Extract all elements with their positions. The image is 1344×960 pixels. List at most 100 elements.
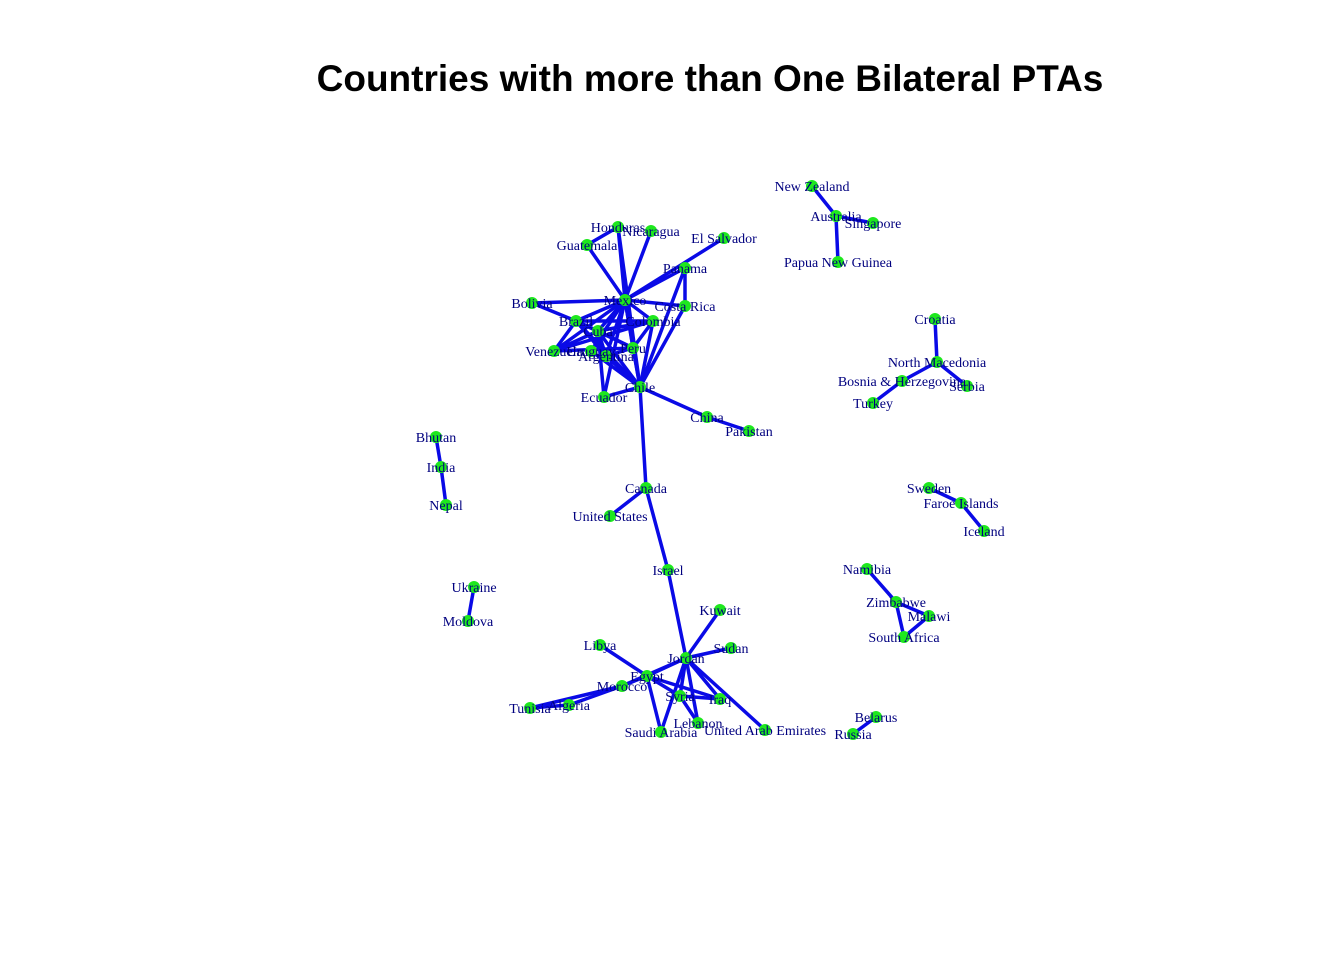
- node-papua-new-guinea: [832, 256, 844, 268]
- node-nicaragua: [645, 225, 657, 237]
- edge-egypt--saudi-arabia: [645, 674, 663, 734]
- node-label-argentina: Argentina: [578, 350, 635, 365]
- node-label-ukraine: Ukraine: [451, 581, 496, 596]
- node-label-united-states: United States: [572, 510, 647, 525]
- node-sudan: [725, 642, 737, 654]
- node-united-arab-emirates: [759, 724, 771, 736]
- edge-cuba--peru: [596, 329, 635, 350]
- node-label-new-zealand: New Zealand: [774, 180, 849, 195]
- edge-india--nepal: [439, 465, 448, 507]
- node-label-australia: Australia: [810, 210, 862, 225]
- node-label-libya: Libya: [584, 639, 617, 654]
- node-label-canada: Canada: [625, 482, 668, 497]
- node-faroe-islands: [955, 497, 967, 509]
- node-label-iraq: Iraq: [709, 693, 732, 708]
- node-algeria: [563, 699, 575, 711]
- node-moldova: [462, 615, 474, 627]
- node-argentina: [600, 350, 612, 362]
- edge-mexico--brazil: [574, 298, 627, 323]
- node-honduras: [612, 221, 624, 233]
- node-label-belarus: Belarus: [855, 711, 898, 726]
- node-uruguay: [585, 345, 597, 357]
- node-label-venezuela: Venezuela: [525, 345, 583, 360]
- node-mexico: [619, 294, 631, 306]
- node-syria: [674, 690, 686, 702]
- node-label-namibia: Namibia: [843, 563, 892, 578]
- edge-tunisia--algeria: [528, 703, 571, 710]
- node-label-algeria: Algeria: [548, 699, 591, 714]
- node-united-states: [604, 510, 616, 522]
- node-label-colombia: Colombia: [625, 315, 681, 330]
- node-label-croatia: Croatia: [914, 313, 956, 328]
- node-tunisia: [524, 702, 536, 714]
- node-cuba: [592, 325, 604, 337]
- node-label-serbia: Serbia: [949, 380, 986, 395]
- node-chile: [634, 381, 646, 393]
- node-label-india: India: [427, 461, 457, 476]
- node-label-moldova: Moldova: [443, 615, 494, 630]
- edge-brazil--venezuela: [552, 319, 578, 353]
- node-australia: [830, 210, 842, 222]
- node-label-south-africa: South Africa: [868, 631, 940, 646]
- edges-layer: [434, 184, 986, 736]
- node-label-russia: Russia: [834, 728, 872, 743]
- edge-china--pakistan: [705, 415, 751, 433]
- node-label-chile: Chile: [625, 381, 655, 396]
- node-label-nepal: Nepal: [429, 499, 463, 514]
- edge-bolivia--brazil: [530, 301, 578, 323]
- node-nepal: [440, 499, 452, 511]
- edge-mexico--costa-rica: [623, 298, 687, 308]
- node-croatia: [929, 313, 941, 325]
- node-label-saudi-arabia: Saudi Arabia: [625, 726, 698, 741]
- node-serbia: [961, 380, 973, 392]
- edge-bosnia-and-herzegovina--turkey: [871, 379, 904, 405]
- node-label-china: China: [690, 411, 724, 426]
- node-saudi-arabia: [655, 726, 667, 738]
- node-north-macedonia: [931, 356, 943, 368]
- node-morocco: [616, 680, 628, 692]
- edge-ecuador--cuba: [596, 329, 606, 399]
- node-colombia: [647, 315, 659, 327]
- node-brazil: [570, 315, 582, 327]
- node-belarus: [870, 711, 882, 723]
- node-label-panama: Panama: [663, 262, 708, 277]
- node-label-pakistan: Pakistan: [725, 425, 772, 440]
- node-ukraine: [468, 581, 480, 593]
- node-canada: [640, 482, 652, 494]
- node-costa-rica: [679, 300, 691, 312]
- node-india: [435, 461, 447, 473]
- node-label-syria: Syria: [665, 690, 695, 705]
- node-label-iceland: Iceland: [963, 525, 1004, 540]
- node-label-jordan: Jordan: [667, 652, 704, 667]
- edge-jordan--saudi-arabia: [659, 656, 688, 734]
- node-israel: [662, 564, 674, 576]
- edge-chile--ecuador: [602, 385, 642, 399]
- edge-canada--united-states: [608, 486, 648, 518]
- node-russia: [847, 728, 859, 740]
- node-kuwait: [714, 604, 726, 616]
- edge-australia--papua-new-guinea: [834, 214, 840, 264]
- node-turkey: [867, 397, 879, 409]
- node-egypt: [641, 670, 653, 682]
- node-bosnia-and-herzegovina: [896, 375, 908, 387]
- node-label-papua-new-guinea: Papua New Guinea: [784, 256, 893, 271]
- node-iraq: [714, 693, 726, 705]
- edge-syria--iraq: [678, 694, 722, 701]
- edge-jordan--united-arab-emirates: [684, 656, 767, 732]
- node-label-costa-rica: Costa Rica: [654, 300, 716, 315]
- node-jordan: [680, 652, 692, 664]
- node-label-egypt: Egypt: [630, 670, 664, 685]
- chart-title: Countries with more than One Bilateral P…: [316, 58, 1104, 99]
- node-peru: [627, 342, 639, 354]
- node-malawi: [923, 610, 935, 622]
- node-label-bosnia-and-herzegovina: Bosnia & Herzegovina: [838, 375, 967, 390]
- edge-australia--singapore: [834, 214, 875, 225]
- node-label-sudan: Sudan: [714, 642, 749, 657]
- edge-north-macedonia--serbia: [935, 360, 969, 388]
- node-label-mexico: Mexico: [604, 294, 647, 309]
- node-label-bolivia: Bolivia: [511, 297, 553, 312]
- edge-mexico--panama: [623, 266, 687, 302]
- node-label-brazil: Brazil: [559, 315, 593, 330]
- node-venezuela: [548, 345, 560, 357]
